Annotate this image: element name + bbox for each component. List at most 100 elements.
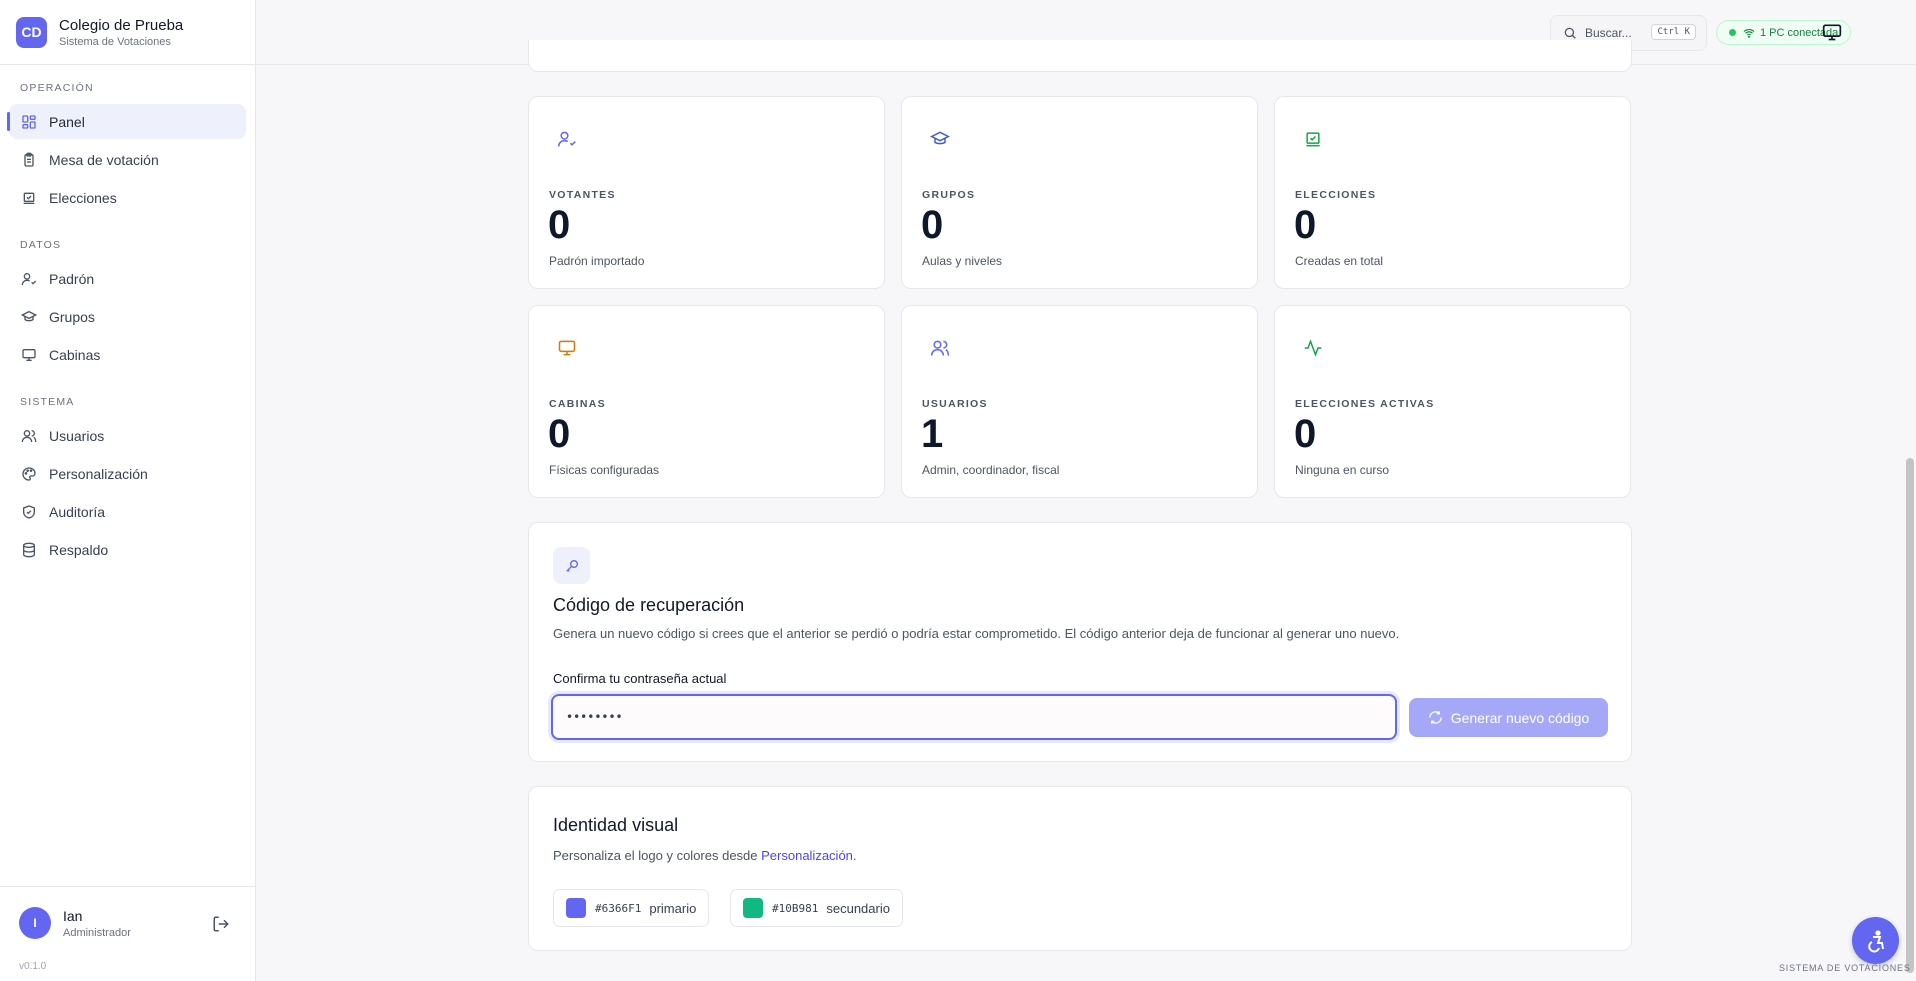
stat-card-cabinas: CABINAS 0 Físicas configuradas (528, 305, 885, 498)
accessibility-button[interactable] (1852, 917, 1899, 964)
refresh-icon (1428, 711, 1442, 724)
sidebar-item-personalizacion[interactable]: Personalización (9, 456, 246, 491)
wifi-icon (1743, 28, 1755, 38)
stat-value: 0 (1294, 203, 1317, 247)
sidebar-item-label: Elecciones (49, 189, 117, 206)
user-check-icon (21, 272, 37, 285)
recovery-description: Genera un nuevo código si crees que el a… (553, 626, 1400, 641)
stat-card-usuarios: USUARIOS 1 Admin, coordinador, fiscal (901, 305, 1258, 498)
stat-subtitle: Creadas en total (1295, 254, 1384, 268)
database-icon (23, 542, 35, 557)
previous-card-edge (528, 40, 1632, 72)
stat-card-elecciones: ELECCIONES 0 Creadas en total (1274, 96, 1631, 289)
stat-card-votantes: VOTANTES 0 Padrón importado (528, 96, 885, 289)
section-label-sistema: SISTEMA (20, 396, 75, 408)
connection-status-badge: 1 PC conectada (1716, 20, 1852, 45)
stat-label: VOTANTES (549, 189, 616, 201)
stat-label: CABINAS (549, 398, 606, 410)
user-name: Ian (63, 908, 83, 924)
brand[interactable]: CD Colegio de Prueba Sistema de Votacion… (0, 0, 255, 65)
generate-code-label: Generar nuevo código (1450, 709, 1590, 726)
footer-text: SISTEMA DE VOTACIONES (1779, 963, 1911, 973)
color-chip-primary: #6366F1 primario (553, 889, 710, 927)
user-role: Administrador (63, 927, 131, 939)
sidebar-item-mesa-de-votacion[interactable]: Mesa de votación (9, 142, 246, 177)
stat-subtitle: Ninguna en curso (1295, 463, 1390, 477)
identity-description: Personaliza el logo y colores desde Pers… (553, 848, 857, 863)
graduation-cap-icon (930, 131, 950, 145)
sidebar-item-cabinas[interactable]: Cabinas (9, 337, 246, 372)
stat-subtitle: Físicas configuradas (549, 463, 660, 477)
section-label-operacion: OPERACIÓN (20, 82, 94, 94)
sidebar-item-panel[interactable]: Panel (7, 104, 246, 139)
users-icon (930, 340, 950, 356)
monitor-icon (22, 348, 36, 361)
search-placeholder: Buscar... (1585, 26, 1632, 40)
sidebar-item-label: Mesa de votación (49, 151, 159, 168)
color-role: primario (649, 900, 697, 916)
brand-logo: CD (16, 16, 47, 48)
sidebar-item-label: Cabinas (49, 346, 101, 363)
sidebar-item-label: Panel (49, 113, 85, 130)
key-icon (565, 559, 578, 572)
stat-label: USUARIOS (922, 398, 988, 410)
sidebar-item-label: Respaldo (49, 541, 109, 558)
accessibility-icon (1867, 929, 1884, 952)
stat-label: ELECCIONES (1295, 189, 1377, 201)
stat-label: ELECCIONES ACTIVAS (1295, 398, 1435, 410)
stat-value: 0 (921, 203, 944, 247)
section-label-datos: DATOS (20, 239, 62, 251)
stat-value: 0 (548, 412, 571, 456)
stat-card-elecciones-activas: ELECCIONES ACTIVAS 0 Ninguna en curso (1274, 305, 1631, 498)
stat-label: GRUPOS (922, 189, 976, 201)
grid-icon (22, 114, 36, 129)
user-check-icon (557, 131, 576, 147)
stat-value: 1 (921, 412, 944, 456)
avatar[interactable]: I (19, 907, 51, 939)
brand-subtitle: Sistema de Votaciones (59, 35, 171, 48)
color-role: secundario (826, 900, 890, 916)
color-swatch (566, 898, 586, 918)
color-chip-secondary: #10B981 secundario (730, 889, 903, 927)
palette-icon (22, 466, 36, 481)
personalizacion-link[interactable]: Personalización (761, 848, 853, 863)
sidebar-item-label: Usuarios (49, 427, 105, 444)
sidebar-item-usuarios[interactable]: Usuarios (9, 418, 246, 453)
sidebar-item-padron[interactable]: Padrón (9, 261, 246, 296)
visual-identity-card: Identidad visual Personaliza el logo y c… (528, 786, 1632, 951)
app-version: v0.1.0 (19, 961, 47, 972)
graduation-cap-icon (21, 310, 37, 321)
sidebar-item-grupos[interactable]: Grupos (9, 299, 246, 334)
scrollbar[interactable] (1906, 458, 1914, 973)
identity-description-end: . (852, 848, 857, 863)
stat-subtitle: Aulas y niveles (922, 254, 1003, 268)
ballot-box-icon (23, 192, 35, 204)
sidebar-item-label: Grupos (49, 308, 95, 325)
stat-value: 0 (548, 203, 571, 247)
identity-description-text: Personaliza el logo y colores desde (553, 848, 762, 863)
identity-title: Identidad visual (553, 815, 679, 835)
sidebar-item-auditoria[interactable]: Auditoría (9, 494, 246, 529)
current-password-field[interactable] (551, 694, 1397, 740)
status-dot (1729, 29, 1736, 36)
stat-value: 0 (1294, 412, 1317, 456)
clipboard-icon (24, 152, 34, 167)
user-panel: I Ian Administrador v0.1.0 (0, 886, 255, 981)
monitor-icon[interactable] (1822, 22, 1842, 42)
sidebar-item-respaldo[interactable]: Respaldo (9, 532, 246, 567)
password-label: Confirma tu contraseña actual (553, 671, 727, 686)
sidebar-item-label: Padrón (49, 270, 95, 287)
recovery-code-card: Código de recuperación Genera un nuevo c… (528, 522, 1632, 762)
sidebar-item-elecciones[interactable]: Elecciones (9, 180, 246, 215)
color-hex: #6366F1 (595, 901, 642, 915)
generate-code-button[interactable]: Generar nuevo código (1409, 698, 1608, 737)
logout-icon[interactable] (212, 915, 230, 933)
shield-check-icon (23, 504, 35, 519)
key-icon-box (553, 547, 590, 584)
stat-card-grupos: GRUPOS 0 Aulas y niveles (901, 96, 1258, 289)
sidebar-item-label: Personalización (49, 465, 148, 482)
ballot-box-icon (1306, 132, 1320, 147)
search-icon (1564, 27, 1576, 39)
color-swatch (743, 898, 763, 918)
stat-subtitle: Padrón importado (549, 254, 645, 268)
